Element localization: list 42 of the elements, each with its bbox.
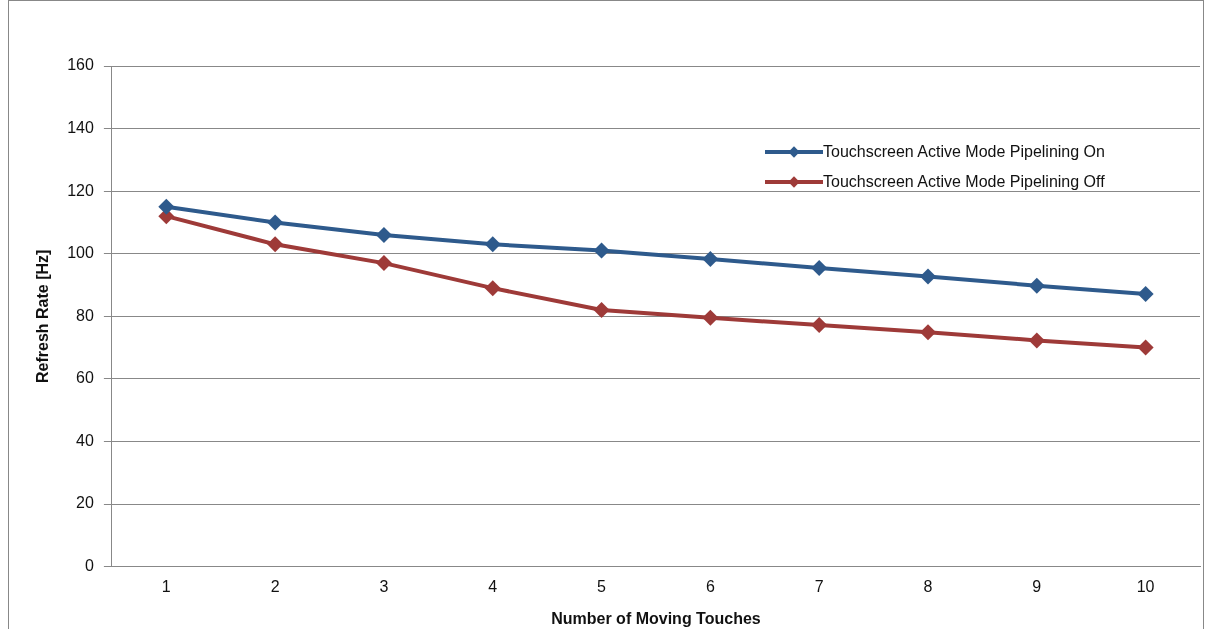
point <box>484 236 501 253</box>
point <box>811 260 828 277</box>
point <box>1028 277 1045 294</box>
x-tick-label: 6 <box>705 577 715 595</box>
y-tick-label: 40 <box>76 431 94 449</box>
x-axis-title: Number of Moving Touches <box>551 609 761 627</box>
point <box>1028 332 1045 349</box>
point <box>702 251 719 268</box>
y-tick-label: 160 <box>67 56 94 74</box>
x-tick-label: 9 <box>1032 577 1042 595</box>
point <box>593 242 610 259</box>
point <box>158 198 175 215</box>
x-tick-label: 4 <box>488 577 498 595</box>
point <box>267 214 284 231</box>
point <box>1137 286 1154 303</box>
x-tick-label: 10 <box>1136 577 1155 595</box>
point <box>267 236 284 253</box>
legend-label: Touchscreen Active Mode Pipelining On <box>823 142 1106 162</box>
y-tick-label: 100 <box>67 244 94 262</box>
point <box>375 226 392 243</box>
point <box>484 280 501 297</box>
y-tick-label: 60 <box>76 369 94 387</box>
point <box>811 317 828 334</box>
x-tick-label: 5 <box>597 577 607 595</box>
y-tick-label: 20 <box>76 494 94 512</box>
y-axis-title: Refresh Rate [Hz] <box>34 249 52 383</box>
point <box>593 302 610 319</box>
point <box>375 255 392 272</box>
point <box>702 309 719 326</box>
x-tick-label: 8 <box>923 577 933 595</box>
y-tick-label: 120 <box>67 181 94 199</box>
x-tick-label: 2 <box>270 577 280 595</box>
x-tick-label: 1 <box>161 577 171 595</box>
y-tick-label: 140 <box>67 118 94 136</box>
point <box>919 268 936 285</box>
point <box>1137 339 1154 356</box>
y-tick-label: 80 <box>76 306 94 324</box>
point <box>919 324 936 341</box>
x-tick-label: 7 <box>814 577 824 595</box>
x-tick-label: 3 <box>379 577 389 595</box>
legend-label: Touchscreen Active Mode Pipelining Off <box>823 172 1106 192</box>
y-tick-label: 0 <box>84 557 94 575</box>
